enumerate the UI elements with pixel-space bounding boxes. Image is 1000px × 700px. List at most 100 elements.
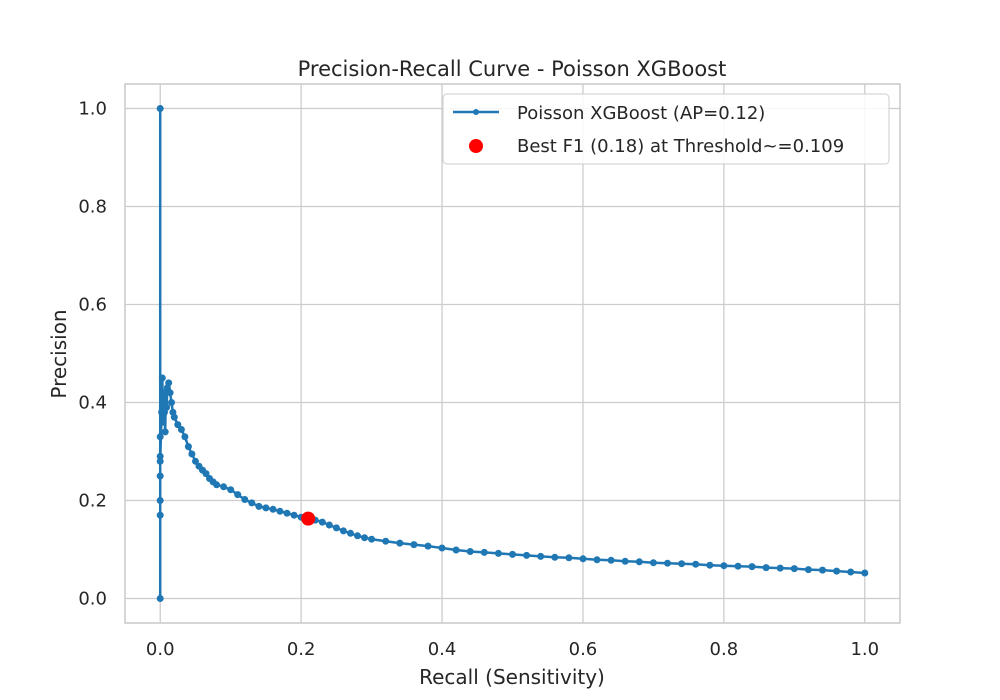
x-tick-label: 0.4 [428,639,457,660]
legend-box [442,93,890,165]
y-tick-label: 0.2 [78,491,107,512]
series-point [318,518,326,526]
series-point [202,470,210,478]
series-point [158,374,166,382]
series-point [159,418,167,426]
y-tick-label: 0.8 [78,197,107,218]
chart-title: Precision-Recall Curve - Poisson XGBoost [298,57,727,81]
series-point [396,539,404,547]
series-point [382,537,390,545]
series-point [165,379,173,387]
series-layer [156,105,869,602]
series-point [861,569,869,577]
series-point [339,527,347,535]
series-point [523,551,531,559]
series-point [410,541,418,549]
series-point [156,472,164,480]
series-point [332,524,340,532]
legend: Poisson XGBoost (AP=0.12) Best F1 (0.18)… [442,93,890,165]
series-point [593,556,601,564]
x-tick-label: 0.6 [569,639,598,660]
series-point [833,567,841,575]
series-point [452,546,460,554]
series-point [720,562,728,570]
y-tick-label: 0.4 [78,393,107,414]
series-point [790,565,798,573]
series-point [156,457,164,465]
series-point [170,413,178,421]
series-point [607,556,615,564]
series-point [706,561,714,569]
series-point [734,562,742,570]
best-f1-point [301,511,316,526]
series-point [156,105,164,112]
series-point [220,483,228,491]
series-point [347,529,354,537]
series-point [156,497,164,504]
series-point [325,521,333,529]
legend-best-swatch [469,139,483,153]
series-point [509,550,516,558]
series-point [227,486,235,494]
series-point [166,389,174,397]
series-point [480,548,488,556]
series-point [664,559,671,567]
x-axis-label: Recall (Sensitivity) [419,665,605,689]
series-point [847,568,855,576]
series-point [692,560,700,568]
series-point [678,560,686,568]
legend-marker-swatch [473,109,479,115]
legend-label-best: Best F1 (0.18) at Threshold~=0.109 [517,136,844,157]
series-point [551,553,559,561]
y-axis-label: Precision [47,309,71,398]
series-point [748,563,756,571]
series-point [762,564,770,572]
series-point [466,548,474,555]
series-point [354,532,361,540]
series-point [283,509,291,517]
series-point [262,504,270,512]
y-tick-label: 0.6 [78,295,107,316]
series-point [804,566,812,574]
series-point [494,549,502,557]
series-point [188,450,196,458]
x-tick-label: 0.0 [146,639,175,660]
series-point [156,433,164,441]
series-point [156,452,164,460]
y-tick-labels: 0.0 0.2 0.4 0.6 0.8 1.0 [78,99,107,610]
series-point [276,507,284,515]
series-point [241,496,249,503]
x-tick-labels: 0.0 0.2 0.4 0.6 0.8 1.0 [146,639,879,660]
x-tick-label: 0.8 [710,639,739,660]
series-point [361,534,368,542]
series-point [269,505,277,513]
series-point [163,403,171,411]
y-tick-label: 1.0 [78,99,107,120]
series-point [635,558,643,566]
series-point [537,552,545,560]
series-point [184,443,192,451]
series-point [248,499,256,507]
plot-frame [124,83,901,624]
series-point [565,554,573,562]
x-tick-label: 0.2 [287,639,316,660]
series-point [192,457,199,465]
legend-label-series: Poisson XGBoost (AP=0.12) [517,103,765,124]
series-point [177,426,185,433]
series-point [156,511,164,519]
series-point [776,564,784,572]
series-point [368,535,376,543]
series-point [156,595,164,602]
series-point [290,511,298,519]
series-point [649,559,657,567]
series-point [424,542,432,550]
y-tick-label: 0.0 [78,589,107,610]
series-point [579,555,587,563]
series-point [621,557,629,565]
series-point [161,428,169,436]
x-tick-label: 1.0 [850,639,879,660]
series-point [181,433,189,441]
series-point [168,399,175,406]
series-point [234,491,242,499]
